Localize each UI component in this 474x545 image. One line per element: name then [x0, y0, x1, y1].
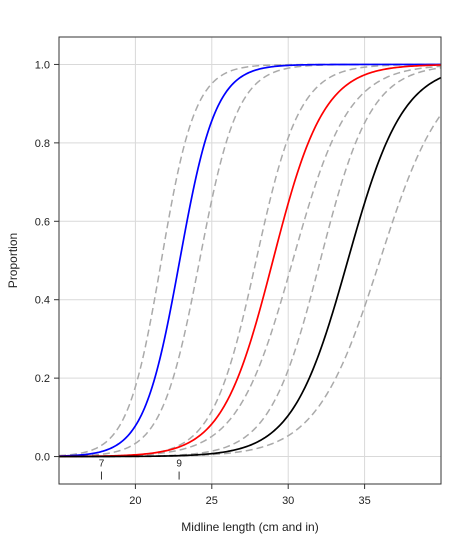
y-tick-label: 0.0	[35, 452, 50, 464]
y-axis-title: Proportion	[6, 233, 20, 288]
plot-frame	[58, 36, 442, 485]
dashed-curve-4	[58, 63, 441, 458]
y-tick-label: 1.0	[35, 59, 50, 71]
inch-tick-label: 7	[99, 459, 105, 470]
grid-lines	[59, 37, 441, 484]
x-tick-label: 20	[129, 495, 141, 507]
red-curve	[59, 64, 442, 458]
y-tick-label: 0.6	[35, 216, 50, 228]
x-axis-title: Midline length (cm and in)	[181, 520, 318, 534]
y-axis: 0.0 0.2 0.4 0.6 0.8 1.0	[35, 59, 59, 464]
x-tick-label: 25	[206, 495, 218, 507]
y-tick-label: 0.8	[35, 138, 50, 150]
y-tick-label: 0.2	[35, 373, 50, 385]
dashed-curve-7	[59, 67, 442, 458]
inch-tick-label: 9	[176, 459, 182, 470]
x-axis: 20 25 30 35	[129, 484, 371, 507]
dashed-curve-8	[59, 114, 442, 458]
x-tick-label: 35	[358, 495, 370, 507]
blue-curve	[58, 63, 441, 457]
x-tick-label: 30	[282, 495, 294, 507]
dashed-curve-3	[58, 63, 441, 457]
dashed-curve-6	[58, 65, 442, 458]
black-curve	[59, 76, 442, 458]
y-tick-label: 0.4	[35, 295, 50, 307]
curve-layer	[58, 63, 442, 458]
dashed-curve-5	[58, 63, 442, 458]
